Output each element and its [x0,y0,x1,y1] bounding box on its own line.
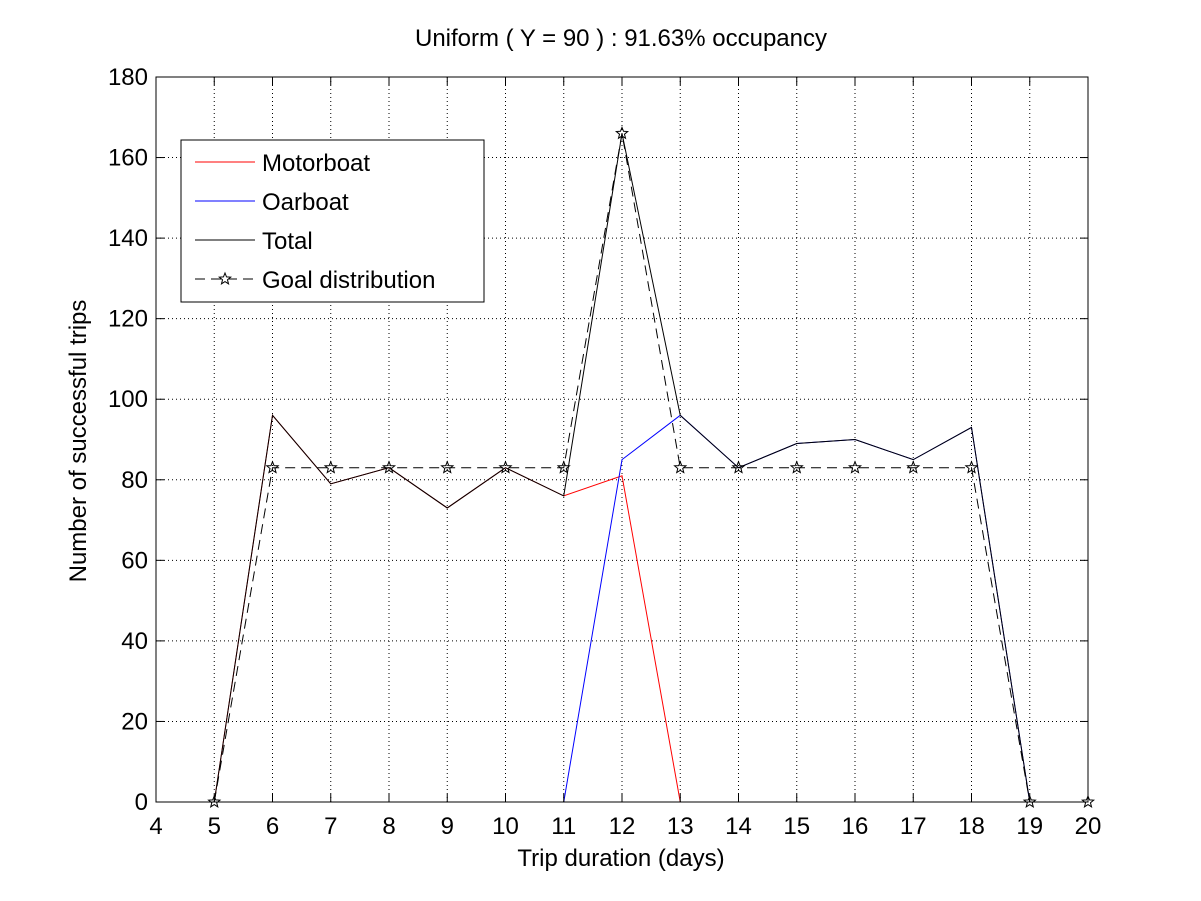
x-tick-label: 5 [208,813,221,840]
x-tick-label: 12 [609,813,636,840]
goal-distribution-point [731,460,746,474]
goal-distribution-point [673,460,688,474]
y-tick-label: 0 [135,789,148,816]
goal-distribution-point [906,460,921,474]
x-tick-label: 7 [324,813,337,840]
goal-distribution-series [207,126,1096,808]
goal-distribution-point [1080,794,1096,808]
legend-label-motorboat: Motorboat [262,150,370,177]
y-tick-label: 80 [121,467,148,494]
goal-distribution-point [323,460,338,474]
goal-distribution-point [265,460,280,474]
goal-distribution-point [789,460,804,474]
x-tick-label: 13 [667,813,694,840]
goal-distribution-line [213,133,1088,803]
x-tick-label: 4 [149,813,162,840]
x-axis-label: Trip duration (days) [517,845,724,872]
y-tick-label: 160 [108,145,148,172]
y-tick-label: 20 [121,708,148,735]
legend-label-oarboat: Oarboat [262,189,349,216]
goal-distribution-point [556,460,571,474]
y-tick-label: 100 [108,386,148,413]
x-tick-label: 9 [441,813,454,840]
goal-distribution-point [1022,794,1037,808]
axis-ticks: 4 5 6 7 8 9 10 11 12 13 14 15 16 17 18 19 20 0 20 40 60 80 100… [108,64,1101,840]
x-tick-label: 18 [958,813,985,840]
goal-distribution-point [614,126,630,140]
legend-box [180,139,485,303]
legend-label-total: Total [262,228,313,255]
x-tick-label: 16 [842,813,869,840]
y-tick-label: 60 [121,547,148,574]
x-tick-label: 14 [725,813,752,840]
x-tick-label: 19 [1016,813,1043,840]
x-tick-label: 10 [492,813,519,840]
y-axis-label: Number of successful trips [65,300,92,583]
goal-distribution-point [440,460,455,474]
x-tick-label: 15 [783,813,810,840]
goal-distribution-point [964,460,979,474]
legend-marker-goal-distribution [217,271,233,285]
x-tick-label: 20 [1075,813,1102,840]
goal-distribution-point [847,460,863,474]
y-tick-label: 140 [108,225,148,252]
y-tick-label: 120 [108,306,148,333]
chart-title: Uniform ( Y = 90 ) : 91.63% occupancy [415,25,827,52]
x-tick-label: 11 [551,813,576,840]
goal-distribution-point [381,460,397,474]
legend-label-goal-distribution: Goal distribution [262,267,435,294]
x-tick-label: 8 [382,813,395,840]
goal-distribution-point [207,794,222,808]
goal-distribution-point [498,460,513,474]
legend: Motorboat Oarboat Total Goal distribution [180,139,485,303]
y-tick-label: 180 [108,64,148,91]
x-tick-label: 6 [266,813,279,840]
x-tick-label: 17 [900,813,927,840]
y-tick-label: 40 [121,628,148,655]
